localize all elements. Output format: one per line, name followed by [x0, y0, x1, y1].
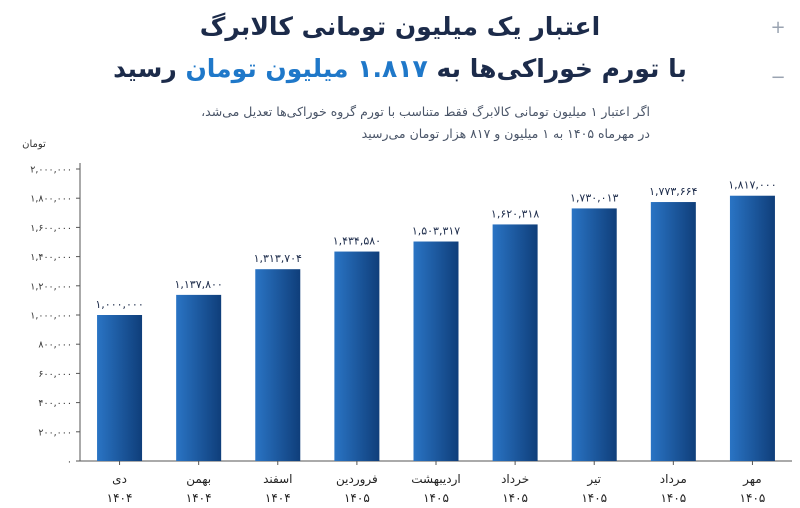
x-category-year-label: ۱۴۰۵ — [581, 491, 607, 505]
bar — [729, 195, 775, 461]
bar — [492, 224, 538, 461]
x-category-month-label: دی — [112, 472, 127, 486]
bar — [650, 202, 696, 462]
bar-value-label: ۱,۷۳۰,۰۱۳ — [570, 191, 618, 204]
x-category-year-label: ۱۴۰۵ — [740, 491, 766, 505]
bar — [571, 208, 617, 461]
y-tick-label: ۶۰۰,۰۰۰ — [38, 369, 72, 380]
bar — [97, 315, 143, 461]
chart-subtitle-line2: در مهرماه ۱۴۰۵ به ۱ میلیون و ۸۱۷ هزار تو… — [361, 126, 650, 141]
chart-title-line1: اعتبار یک میلیون تومانی کالابرگ — [60, 12, 740, 41]
y-tick-label: ۲۰۰,۰۰۰ — [38, 427, 72, 438]
x-category-month-label: فروردین — [336, 472, 378, 487]
y-tick-label: ۸۰۰,۰۰۰ — [38, 340, 72, 351]
x-category-year-label: ۱۴۰۵ — [423, 491, 449, 505]
y-tick-label: ۱,۲۰۰,۰۰۰ — [30, 281, 72, 292]
chart-bars — [97, 195, 775, 462]
x-category-month-label: خرداد — [501, 472, 529, 487]
bar-value-label: ۱,۸۱۷,۰۰۰ — [728, 179, 776, 192]
x-category-month-label: بهمن — [186, 472, 211, 487]
y-tick-label: ۱,۴۰۰,۰۰۰ — [30, 252, 72, 263]
x-category-month-label: مهر — [742, 472, 762, 487]
x-category-month-label: تیر — [586, 472, 601, 487]
chart-title-line2: با تورم خوراکی‌ها به ۱.۸۱۷ میلیون تومان … — [60, 54, 740, 83]
x-category-year-label: ۱۴۰۴ — [265, 491, 291, 505]
bar-value-label: ۱,۷۷۳,۶۶۴ — [649, 185, 697, 198]
x-category-year-label: ۱۴۰۵ — [502, 491, 528, 505]
bar-value-label: ۱,۳۱۳,۷۰۴ — [254, 252, 302, 265]
x-category-year-label: ۱۴۰۵ — [660, 491, 686, 505]
bar-value-label: ۱,۰۰۰,۰۰۰ — [95, 298, 143, 311]
bar — [413, 241, 459, 461]
y-tick-label: ۰ — [67, 457, 72, 468]
bar — [255, 269, 301, 461]
title-line1-text: اعتبار یک میلیون تومانی کالابرگ — [199, 12, 601, 41]
y-tick-label: ۲,۰۰۰,۰۰۰ — [30, 165, 72, 176]
bar-value-label: ۱,۱۳۷,۸۰۰ — [174, 278, 222, 291]
title-line2-accent: ۱.۸۱۷ میلیون تومان — [185, 54, 428, 83]
y-tick-labels: ۰ ۲۰۰,۰۰۰ ۴۰۰,۰۰۰ ۶۰۰,۰۰۰ ۸۰۰,۰۰۰ ۱,۰۰۰,۰۰۰ ۱,… — [30, 165, 72, 468]
bar-value-label: ۱,۴۳۴,۵۸۰ — [333, 235, 381, 248]
bar — [334, 251, 380, 461]
zoom-in-icon[interactable]: + — [770, 17, 786, 38]
x-axis-labels: دی ۱۴۰۴ بهمن ۱۴۰۴ اسفند ۱۴۰۴ فروردین ۱۴۰۵ اردیبه… — [107, 472, 766, 505]
y-tick-label: ۱,۶۰۰,۰۰۰ — [30, 223, 72, 234]
x-category-year-label: ۱۴۰۴ — [107, 491, 133, 505]
zoom-out-icon[interactable]: − — [770, 67, 786, 88]
x-category-month-label: اردیبهشت — [411, 472, 460, 487]
y-tick-label: ۱,۸۰۰,۰۰۰ — [30, 194, 72, 205]
bar — [176, 294, 222, 461]
bar-value-label: ۱,۶۲۰,۳۱۸ — [491, 207, 539, 220]
y-axis-unit-label: تومان — [22, 139, 46, 150]
title-line2-part2: رسید — [113, 54, 186, 83]
y-tick-label: ۴۰۰,۰۰۰ — [38, 398, 72, 409]
x-category-month-label: مرداد — [660, 472, 687, 487]
bar-value-labels: ۱,۰۰۰,۰۰۰ ۱,۱۳۷,۸۰۰ ۱,۳۱۳,۷۰۴ ۱,۴۳۴,۵۸۰ ۱,۵۰… — [95, 179, 776, 311]
chart-subtitle-line1: اگر اعتبار ۱ میلیون تومانی کالابرگ فقط م… — [201, 104, 650, 119]
x-category-year-label: ۱۴۰۵ — [344, 491, 370, 505]
x-category-month-label: اسفند — [263, 472, 292, 486]
x-category-year-label: ۱۴۰۴ — [186, 491, 212, 505]
bar-value-label: ۱,۵۰۳,۳۱۷ — [412, 225, 460, 238]
y-tick-label: ۱,۰۰۰,۰۰۰ — [30, 311, 72, 322]
title-line2-part1: با تورم خوراکی‌ها به — [427, 54, 687, 83]
